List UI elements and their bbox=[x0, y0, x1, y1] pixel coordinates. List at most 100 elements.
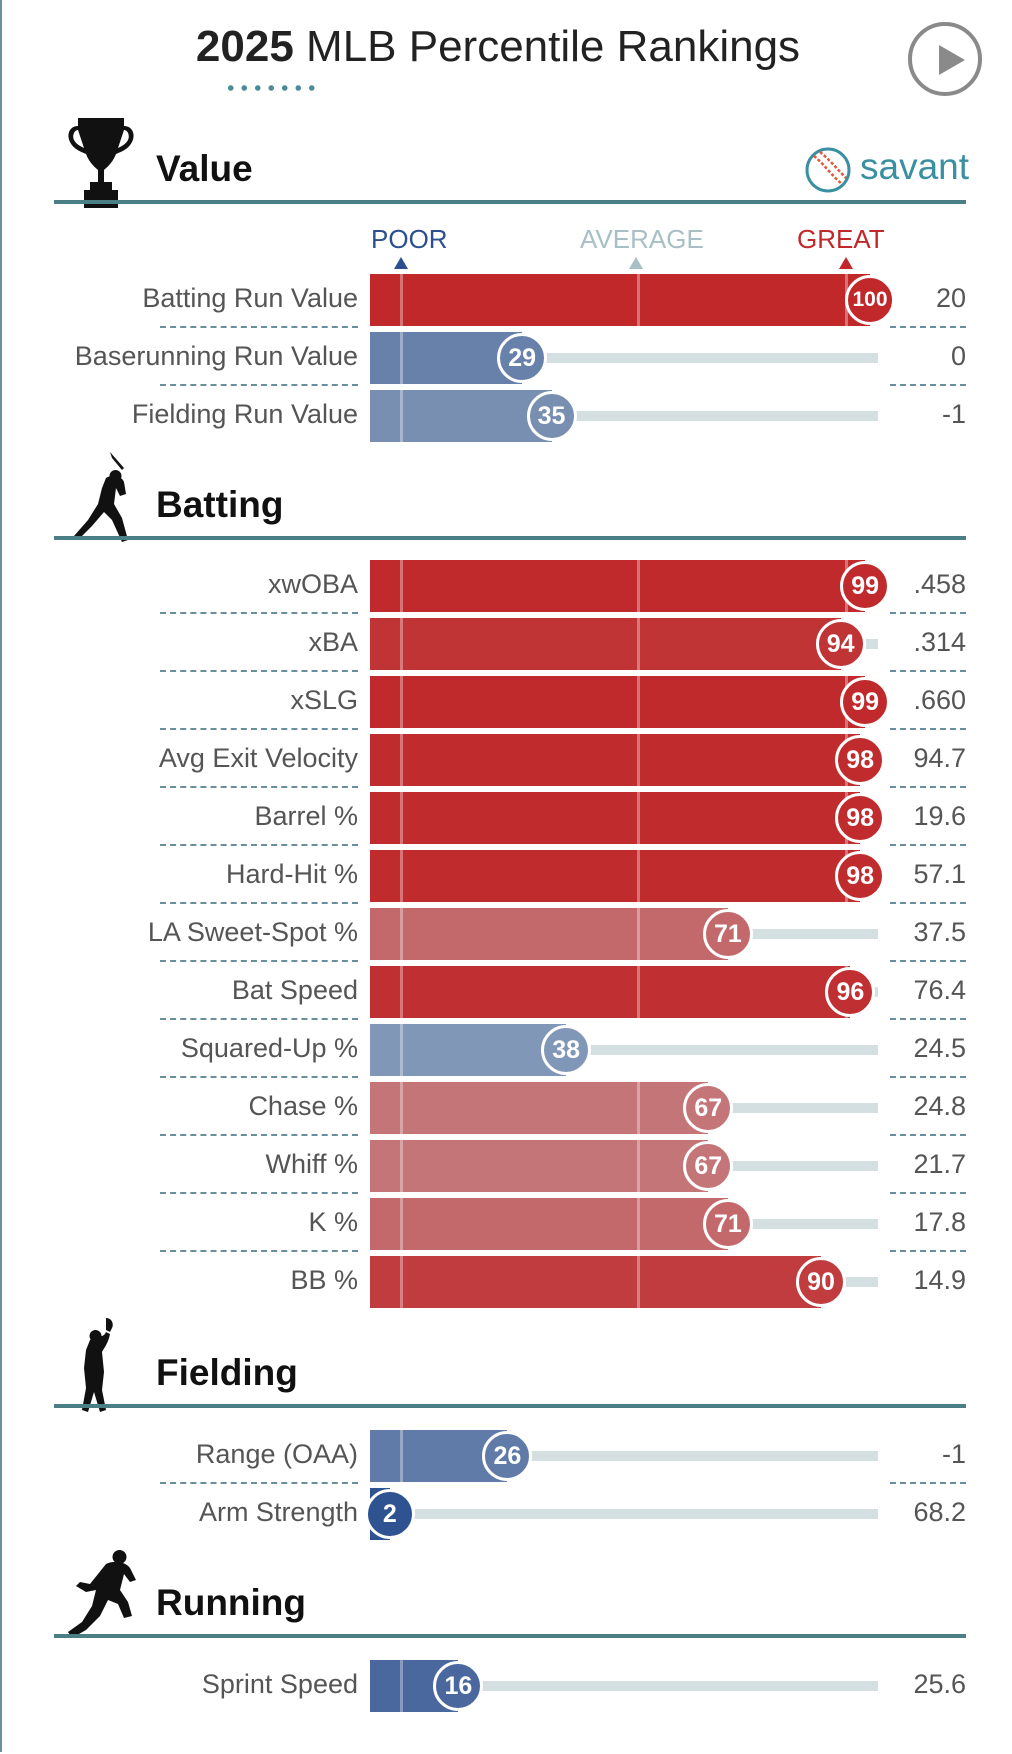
bar-guide-line bbox=[637, 792, 640, 844]
bar-guide-line bbox=[400, 734, 403, 786]
metric-label: LA Sweet-Spot % bbox=[147, 917, 358, 947]
bar-guide-line bbox=[400, 792, 403, 844]
bar-guide-line bbox=[400, 390, 403, 442]
percentile-badge[interactable]: 100 bbox=[845, 275, 895, 325]
metric-value: 0 bbox=[950, 341, 966, 371]
metric-label: Fielding Run Value bbox=[131, 399, 358, 429]
metric-label: Bat Speed bbox=[231, 975, 358, 1005]
metric-label: Batting Run Value bbox=[142, 283, 358, 313]
trophy-icon bbox=[66, 112, 136, 217]
section-title-batting: Batting bbox=[156, 484, 284, 525]
section-title-value: Value bbox=[156, 148, 253, 189]
scale-poor-label: POOR bbox=[371, 224, 448, 254]
percentile-badge[interactable]: 71 bbox=[702, 909, 753, 959]
title-year: 2025 bbox=[195, 22, 294, 71]
row-separator bbox=[160, 1192, 358, 1194]
bar-guide-line bbox=[637, 850, 640, 902]
metric-value: 76.4 bbox=[913, 975, 966, 1005]
metric-value: 24.5 bbox=[913, 1033, 966, 1063]
metric-value: .660 bbox=[913, 685, 966, 715]
percentile-badge[interactable]: 94 bbox=[815, 619, 866, 669]
bar-guide-line bbox=[400, 560, 403, 612]
percentile-badge[interactable]: 35 bbox=[526, 391, 577, 441]
percentile-track bbox=[370, 353, 878, 363]
percentile-badge[interactable]: 99 bbox=[840, 561, 891, 611]
row-separator bbox=[160, 786, 358, 788]
bar-guide-line bbox=[637, 676, 640, 728]
bar-guide-line bbox=[400, 1198, 403, 1250]
percentile-bar bbox=[370, 560, 866, 612]
percentile-badge[interactable]: 2 bbox=[364, 1489, 415, 1539]
percentile-bar bbox=[370, 734, 861, 786]
percentile-bar bbox=[370, 332, 523, 384]
metric-label: Chase % bbox=[248, 1091, 358, 1121]
percentile-badge[interactable]: 26 bbox=[482, 1431, 533, 1481]
percentile-bar bbox=[370, 390, 552, 442]
bar-guide-line bbox=[400, 1256, 403, 1308]
metric-label: Baserunning Run Value bbox=[74, 341, 358, 371]
section-divider bbox=[54, 1404, 966, 1408]
metric-value: 57.1 bbox=[913, 859, 966, 889]
percentile-badge[interactable]: 96 bbox=[825, 967, 876, 1017]
percentile-track bbox=[370, 411, 878, 421]
metric-label: Squared-Up % bbox=[180, 1033, 358, 1063]
percentile-badge[interactable]: 98 bbox=[835, 793, 886, 843]
section-title-fielding: Fielding bbox=[156, 1352, 298, 1393]
metric-label: BB % bbox=[290, 1265, 358, 1295]
percentile-badge[interactable]: 67 bbox=[683, 1141, 734, 1191]
row-separator bbox=[890, 1134, 966, 1136]
percentile-badge[interactable]: 16 bbox=[433, 1661, 484, 1711]
row-separator bbox=[890, 844, 966, 846]
percentile-track bbox=[370, 1045, 878, 1055]
percentile-badge[interactable]: 71 bbox=[702, 1199, 753, 1249]
percentile-badge[interactable]: 98 bbox=[835, 735, 886, 785]
row-separator bbox=[160, 844, 358, 846]
section-divider bbox=[54, 200, 966, 204]
row-separator bbox=[160, 1482, 358, 1484]
bar-guide-line bbox=[637, 560, 640, 612]
baseball-icon bbox=[805, 147, 851, 193]
bar-guide-line bbox=[637, 274, 640, 326]
row-separator bbox=[890, 1482, 966, 1484]
percentile-bar bbox=[370, 1256, 821, 1308]
metric-value: -1 bbox=[941, 1439, 966, 1469]
section-divider bbox=[54, 1634, 966, 1638]
row-separator bbox=[890, 902, 966, 904]
scale-average-label: AVERAGE bbox=[580, 224, 704, 254]
percentile-bar bbox=[370, 618, 841, 670]
metric-value: 94.7 bbox=[913, 743, 966, 773]
metric-value: 25.6 bbox=[913, 1669, 966, 1699]
metric-label: Range (OAA) bbox=[195, 1439, 358, 1469]
percentile-badge[interactable]: 29 bbox=[497, 333, 548, 383]
bar-guide-line bbox=[400, 1082, 403, 1134]
percentile-bar bbox=[370, 908, 728, 960]
metric-value: 17.8 bbox=[913, 1207, 966, 1237]
bar-guide-line bbox=[400, 1140, 403, 1192]
percentile-badge[interactable]: 90 bbox=[796, 1257, 846, 1307]
metric-label: Hard-Hit % bbox=[225, 859, 358, 889]
percentile-bar bbox=[370, 792, 861, 844]
row-separator bbox=[160, 728, 358, 730]
metric-value: 68.2 bbox=[913, 1497, 966, 1527]
percentile-badge[interactable]: 99 bbox=[840, 677, 891, 727]
row-separator bbox=[160, 960, 358, 962]
row-separator bbox=[890, 384, 966, 386]
bar-guide-line bbox=[400, 966, 403, 1018]
row-separator bbox=[890, 1250, 966, 1252]
percentile-badge[interactable]: 38 bbox=[541, 1025, 592, 1075]
scale-poor-arrow bbox=[394, 257, 408, 269]
row-separator bbox=[890, 612, 966, 614]
percentile-badge[interactable]: 67 bbox=[683, 1083, 734, 1133]
row-separator bbox=[890, 960, 966, 962]
bar-guide-line bbox=[637, 734, 640, 786]
bar-guide-line bbox=[400, 332, 403, 384]
bar-guide-line bbox=[400, 1024, 403, 1076]
percentile-badge[interactable]: 98 bbox=[835, 851, 886, 901]
fielder-icon bbox=[66, 1316, 136, 1421]
bar-guide-line bbox=[637, 966, 640, 1018]
play-button[interactable] bbox=[908, 22, 982, 96]
metric-label: K % bbox=[308, 1207, 358, 1237]
row-separator bbox=[160, 902, 358, 904]
row-separator bbox=[890, 728, 966, 730]
metric-label: Whiff % bbox=[265, 1149, 358, 1179]
